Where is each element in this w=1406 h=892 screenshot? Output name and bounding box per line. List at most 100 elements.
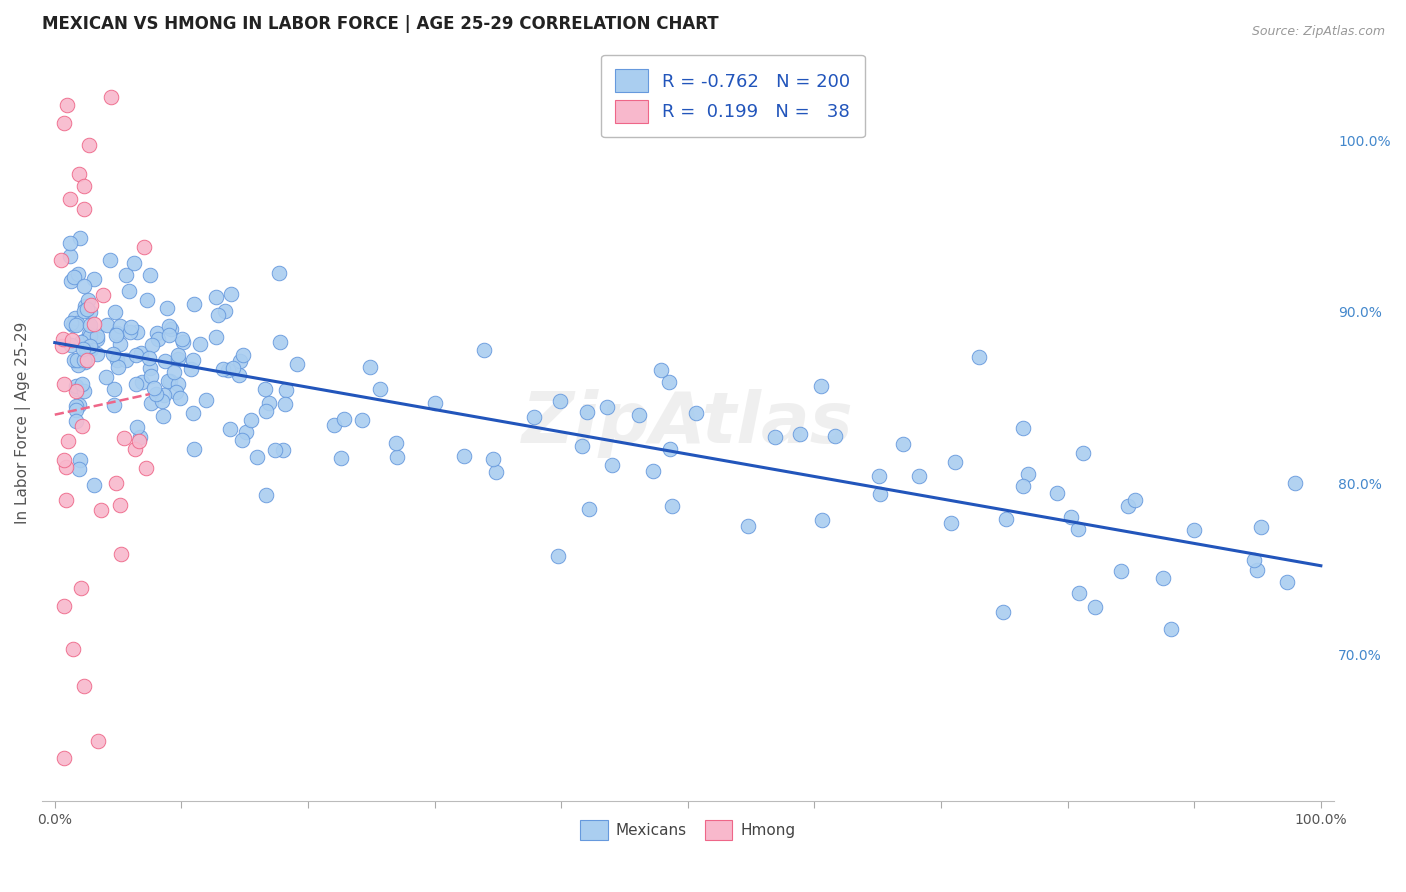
Point [112, 431, 135, 445]
Point [65, 318, 87, 332]
Point [172, 334, 194, 349]
Point [212, 361, 235, 376]
Point [96, 318, 118, 333]
Point [122, 256, 145, 270]
Point [222, 361, 245, 376]
Point [76, 293, 98, 307]
Text: Source: ZipAtlas.com: Source: ZipAtlas.com [1251, 25, 1385, 38]
Point [75, 342, 97, 356]
Point [69, 581, 91, 595]
Point [143, 381, 166, 395]
Point [58, 434, 80, 448]
Point [217, 363, 239, 377]
Point [485, 465, 508, 479]
Point [789, 427, 811, 442]
Point [232, 348, 254, 362]
Point [55, 98, 77, 112]
Point [1059, 509, 1081, 524]
Point [204, 330, 226, 344]
Point [51, 253, 73, 268]
Point [73, 304, 96, 318]
Point [548, 393, 571, 408]
Point [53, 376, 76, 391]
Point [139, 361, 162, 376]
Point [153, 388, 176, 402]
Point [1284, 476, 1306, 491]
Point [596, 400, 619, 414]
Point [423, 396, 446, 410]
Point [83, 477, 105, 491]
Point [79, 329, 101, 343]
Y-axis label: In Labor Force | Age 25-29: In Labor Force | Age 25-29 [15, 322, 31, 524]
Point [188, 336, 211, 351]
Point [658, 375, 681, 389]
Point [141, 395, 163, 409]
Point [205, 289, 228, 303]
Point [141, 337, 163, 351]
Point [661, 500, 683, 514]
Point [165, 385, 187, 400]
Point [824, 428, 846, 442]
Point [332, 411, 354, 425]
Point [118, 285, 141, 299]
Point [385, 450, 408, 465]
Point [67, 168, 90, 182]
Point [1017, 467, 1039, 481]
Point [257, 395, 280, 409]
Point [70, 353, 93, 368]
Point [254, 487, 277, 501]
Point [62, 353, 84, 368]
Point [127, 419, 149, 434]
Point [62, 642, 84, 657]
Point [943, 454, 966, 468]
Text: ZipAtlas: ZipAtlas [522, 389, 853, 458]
Point [51, 339, 73, 353]
Point [73, 202, 96, 216]
Point [323, 418, 346, 433]
Point [128, 429, 150, 443]
Point [110, 547, 132, 561]
Point [156, 301, 179, 315]
Point [453, 449, 475, 463]
Point [145, 387, 167, 401]
Point [1243, 553, 1265, 567]
Point [246, 450, 269, 465]
Point [1067, 522, 1090, 536]
Point [59, 192, 82, 206]
Point [235, 425, 257, 440]
Point [72, 342, 94, 356]
Point [79, 318, 101, 332]
Point [118, 325, 141, 339]
Point [384, 436, 406, 450]
Point [103, 383, 125, 397]
Point [1046, 486, 1069, 500]
Point [55, 460, 77, 475]
Point [219, 287, 242, 301]
Point [59, 235, 82, 250]
Point [1011, 421, 1033, 435]
Point [1250, 520, 1272, 534]
Point [105, 352, 128, 367]
Point [125, 377, 148, 392]
Point [811, 513, 834, 527]
Point [72, 279, 94, 293]
Point [181, 353, 204, 368]
Point [98, 253, 121, 268]
Point [167, 351, 190, 366]
Point [94, 370, 117, 384]
Point [63, 269, 86, 284]
Point [53, 452, 76, 467]
Point [157, 318, 180, 333]
Point [1116, 499, 1139, 513]
Point [1123, 492, 1146, 507]
Point [139, 268, 162, 282]
Point [1084, 599, 1107, 614]
Point [69, 334, 91, 349]
Point [207, 308, 229, 322]
Point [104, 304, 127, 318]
Point [100, 90, 122, 104]
Point [65, 399, 87, 413]
Point [83, 317, 105, 331]
Point [994, 512, 1017, 526]
Point [66, 316, 89, 330]
